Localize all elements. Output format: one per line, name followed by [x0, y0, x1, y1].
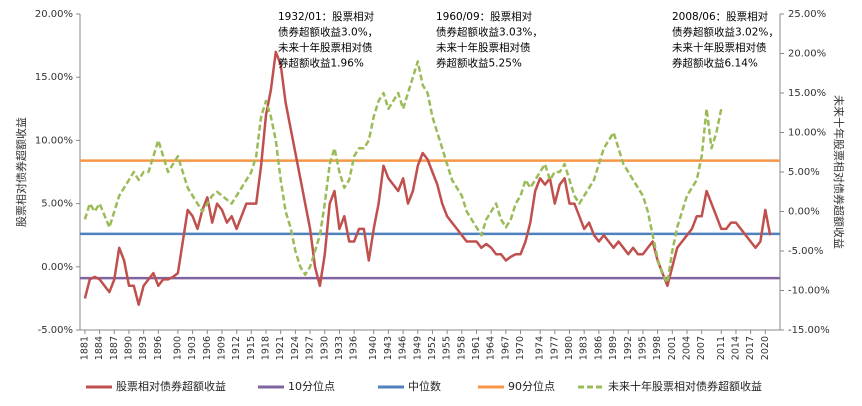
- x-tick-label: 1983: [579, 336, 590, 360]
- series-line: [83, 50, 772, 306]
- annotation: 券超额收益6.14%: [672, 57, 758, 70]
- x-tick-label: 1930: [319, 336, 330, 360]
- x-tick-label: 2014: [730, 336, 741, 360]
- x-tick-label: 1970: [515, 336, 526, 360]
- x-tick-label: 1921: [275, 336, 286, 360]
- x-tick-label: 1936: [349, 336, 360, 360]
- x-tick-label: 2007: [696, 336, 707, 360]
- annotation: 债券超额收益3.03%，: [436, 26, 543, 39]
- annotation: 债券超额收益3.02%，: [672, 26, 779, 39]
- y2-tick-label: 5.00%: [788, 167, 820, 178]
- x-tick-label: 1881: [79, 336, 90, 360]
- x-tick-label: 1955: [442, 336, 453, 360]
- y-tick-label: 20.00%: [35, 9, 73, 20]
- annotation: 未来十年股票相对债: [672, 41, 767, 54]
- y2-tick-label: -5.00%: [788, 246, 823, 257]
- x-tick-label: 2011: [716, 336, 727, 360]
- y2-tick-label: 0.00%: [788, 207, 820, 218]
- x-tick-label: 1940: [368, 336, 379, 360]
- x-tick-label: 1980: [564, 336, 575, 360]
- legend-label: 股票相对债券超额收益: [116, 379, 226, 393]
- annotation: 未来十年股票相对债: [278, 41, 373, 54]
- legend-label: 90分位点: [508, 379, 555, 393]
- x-tick-label: 1958: [456, 336, 467, 360]
- annotation: 2008/06：股票相对: [672, 10, 769, 23]
- x-tick-label: 1912: [231, 336, 242, 360]
- annotation: 券超额收益5.25%: [436, 57, 522, 70]
- annotation: 1960/09：股票相对: [436, 10, 533, 23]
- y2-tick-label: -15.00%: [788, 325, 830, 336]
- y2-tick-label: 25.00%: [788, 9, 826, 20]
- x-tick-label: 1974: [535, 336, 546, 360]
- x-tick-label: 1995: [637, 336, 648, 360]
- x-tick-label: 1918: [261, 336, 272, 360]
- x-tick-label: 1952: [427, 336, 438, 360]
- legend-label: 未来十年股票相对债券超额收益: [608, 379, 762, 393]
- x-tick-label: 1924: [290, 336, 301, 360]
- x-tick-label: 1890: [123, 336, 134, 360]
- x-tick-label: 1906: [202, 336, 213, 360]
- annotation: 未来十年股票相对债: [436, 41, 531, 54]
- annotation: 券超额收益1.96%: [278, 57, 364, 70]
- y-tick-label: 10.00%: [35, 135, 73, 146]
- y2-tick-label: 10.00%: [788, 128, 826, 139]
- x-tick-label: 1887: [109, 336, 120, 360]
- annotation: 债券超额收益3.0%，: [278, 26, 378, 39]
- x-tick-label: 1915: [246, 336, 257, 360]
- y2-axis-title: 未来十年股票相对债券超额收益: [832, 95, 846, 249]
- x-tick-label: 2004: [681, 336, 692, 360]
- y-axis-title: 股票相对债券超额收益: [14, 117, 28, 227]
- y-tick-label: 15.00%: [35, 72, 73, 83]
- legend-label: 10分位点: [288, 379, 335, 393]
- annotation: 1932/01：股票相对: [278, 10, 375, 23]
- x-tick-label: 1884: [94, 336, 105, 360]
- y2-tick-label: -10.00%: [788, 286, 830, 297]
- x-tick-label: 1989: [608, 336, 619, 360]
- x-tick-label: 1946: [398, 336, 409, 360]
- x-tick-label: 1986: [593, 336, 604, 360]
- x-tick-label: 1893: [138, 336, 149, 360]
- x-tick-label: 2020: [760, 336, 771, 360]
- series-line: [83, 60, 723, 284]
- x-tick-label: 2001: [667, 336, 678, 360]
- y-tick-label: -5.00%: [38, 325, 73, 336]
- x-tick-label: 1909: [216, 336, 227, 360]
- x-tick-label: 1927: [305, 336, 316, 360]
- x-tick-label: 1896: [153, 336, 164, 360]
- x-tick-label: 1903: [187, 336, 198, 360]
- legend-label: 中位数: [408, 379, 441, 393]
- y2-tick-label: 15.00%: [788, 88, 826, 99]
- x-tick-label: 1998: [652, 336, 663, 360]
- x-tick-label: 1967: [500, 336, 511, 360]
- x-tick-label: 1900: [172, 336, 183, 360]
- y-tick-label: 5.00%: [41, 199, 73, 210]
- x-tick-label: 1949: [412, 336, 423, 360]
- x-tick-label: 2017: [745, 336, 756, 360]
- x-tick-label: 1933: [334, 336, 345, 360]
- y2-tick-label: 20.00%: [788, 49, 826, 60]
- x-tick-label: 1961: [471, 336, 482, 360]
- x-tick-label: 1964: [486, 336, 497, 360]
- x-tick-label: 1943: [383, 336, 394, 360]
- x-tick-label: 1992: [623, 336, 634, 360]
- y-tick-label: 0.00%: [41, 262, 73, 273]
- x-tick-label: 1977: [549, 336, 560, 360]
